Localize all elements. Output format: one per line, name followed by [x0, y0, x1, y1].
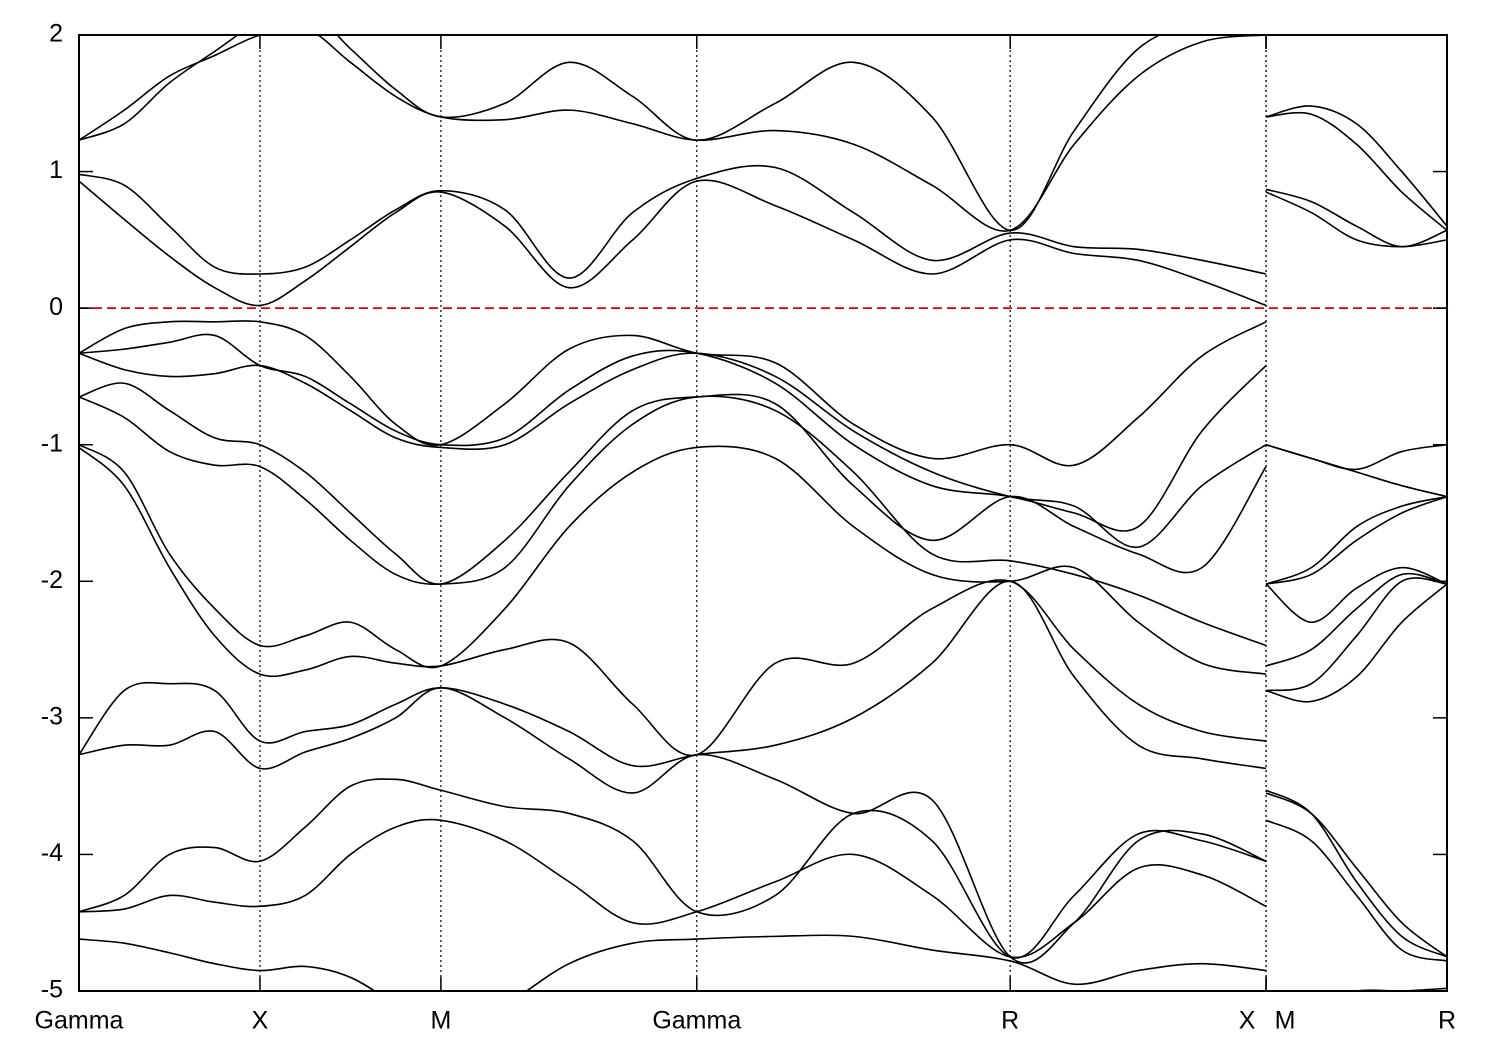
- band-line: [79, 395, 1447, 647]
- band-line: [79, 444, 1447, 675]
- bands: [79, 35, 1447, 991]
- band-line: [79, 818, 1447, 962]
- band-line: [79, 164, 1447, 279]
- x-tick-label: M: [1275, 1007, 1296, 1035]
- y-tick-label: -2: [41, 566, 63, 594]
- band-line: [79, 333, 1447, 532]
- y-tick-label: -5: [41, 976, 63, 1004]
- band-line: [79, 778, 1447, 959]
- band-line: [79, 446, 1447, 757]
- x-tick-label: M: [430, 1007, 451, 1035]
- band-line: [79, 35, 1447, 232]
- y-tick-label: 1: [49, 156, 63, 184]
- y-tick-label: -3: [41, 702, 63, 730]
- y-tick-label: 0: [49, 293, 63, 321]
- band-line: [79, 352, 1447, 585]
- band-line: [79, 580, 1447, 770]
- band-line: [79, 319, 1447, 471]
- x-tick-label: R: [1001, 1007, 1019, 1035]
- plot-frame: [78, 34, 1448, 992]
- x-tick-label: X: [1239, 1007, 1256, 1035]
- y-tick-label: -1: [41, 429, 63, 457]
- grid-layer: [79, 35, 1447, 991]
- band-line: [79, 382, 1447, 585]
- band-line: [79, 35, 1447, 232]
- x-tick-label: Gamma: [652, 1007, 741, 1035]
- band-line: [79, 687, 1447, 964]
- y-tick-label: -4: [41, 839, 63, 867]
- x-tick-label: R: [1438, 1007, 1456, 1035]
- x-tick-label: X: [252, 1007, 269, 1035]
- y-tick-label: 2: [49, 20, 63, 48]
- x-tick-label: Gamma: [35, 1007, 124, 1035]
- band-line: [79, 179, 1447, 307]
